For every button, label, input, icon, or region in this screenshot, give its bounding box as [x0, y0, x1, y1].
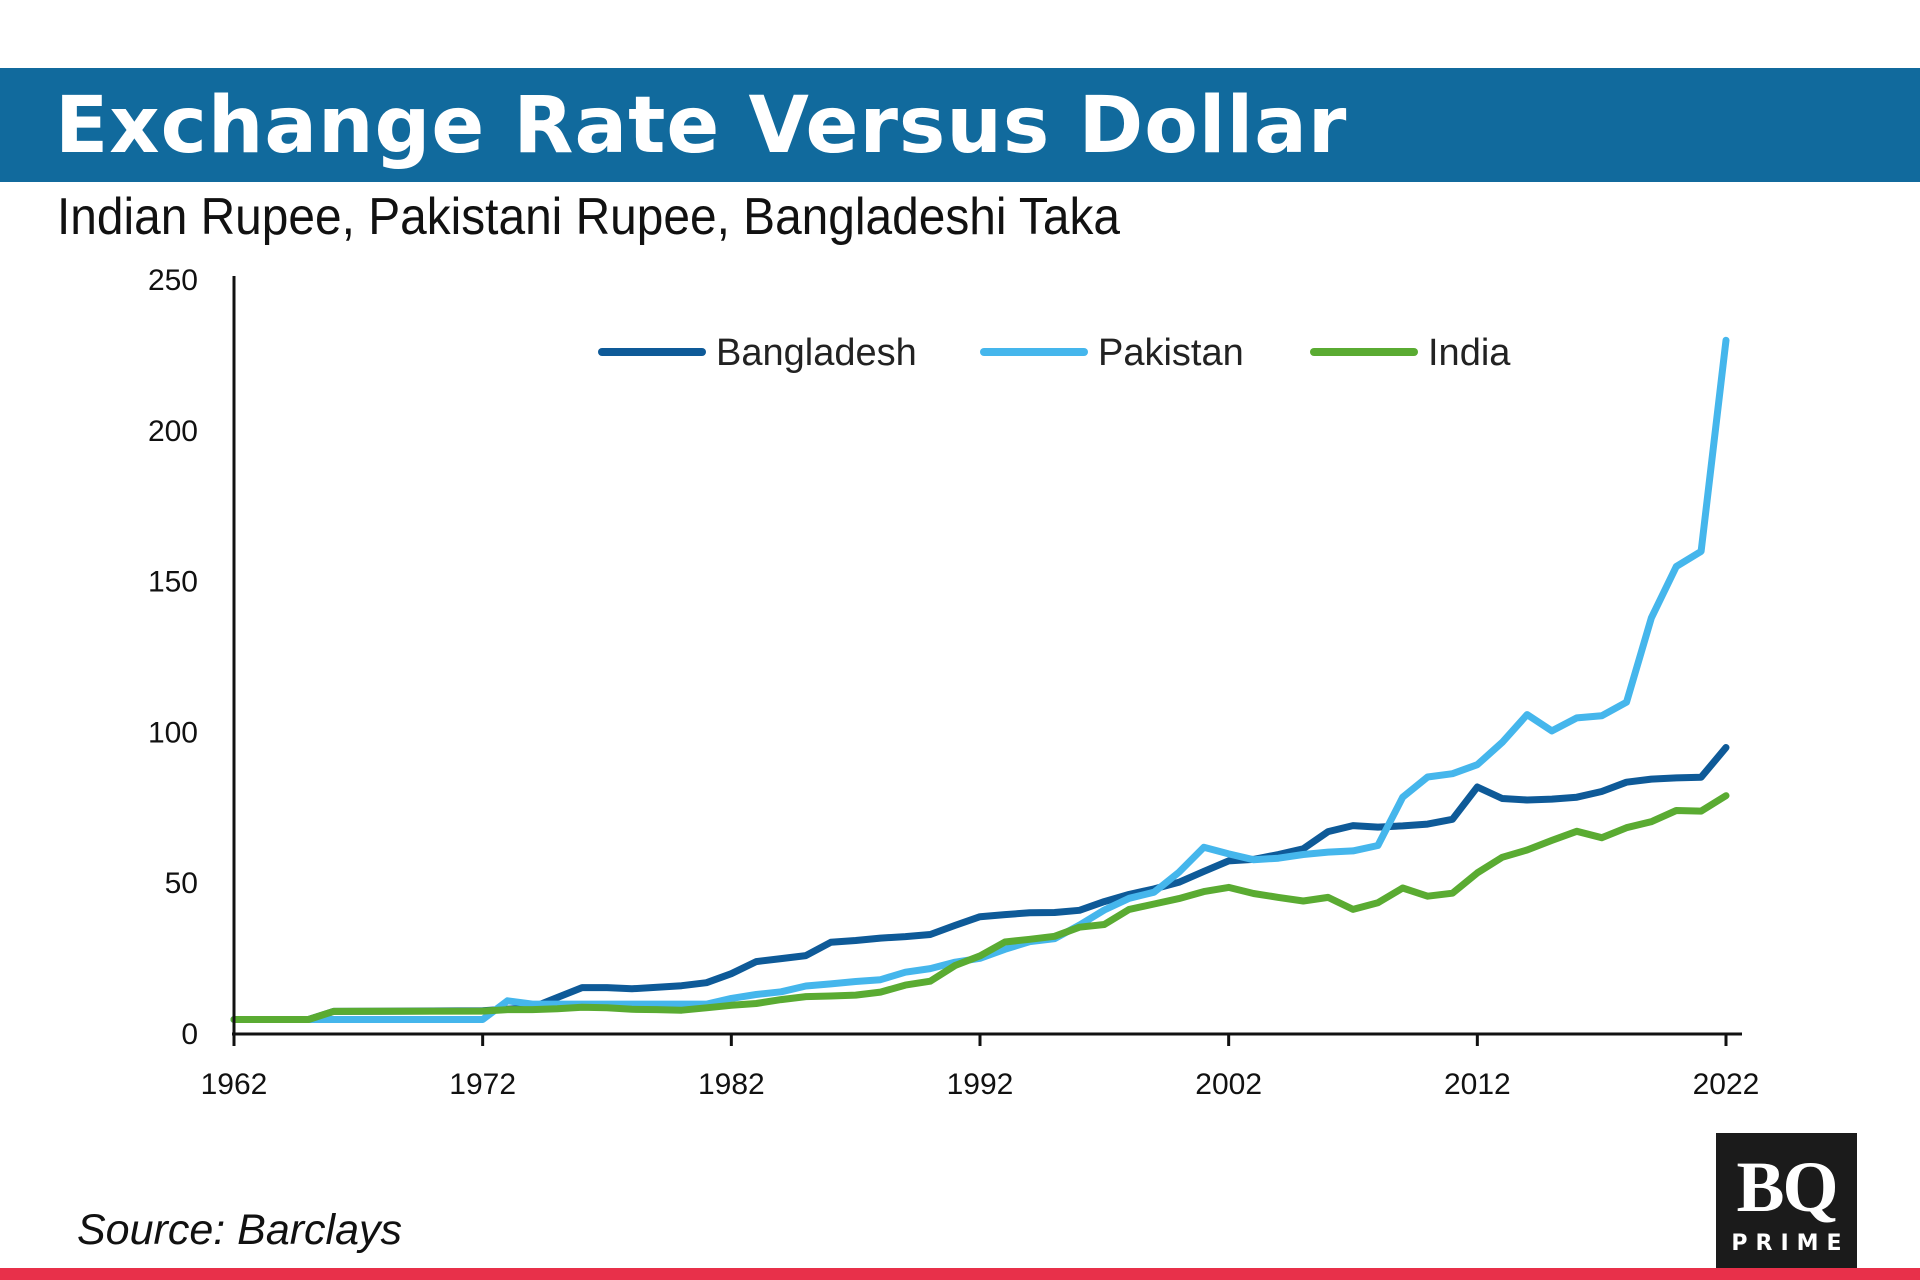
series-line-pakistan	[230, 336, 1730, 1023]
legend-label-india: India	[1428, 332, 1511, 374]
series-line-bangladesh	[230, 744, 1730, 1023]
source-note: Source: Barclays	[77, 1206, 403, 1254]
x-tick-label: 2002	[1195, 1068, 1262, 1101]
legend: Bangladesh Pakistan India	[598, 332, 1511, 374]
logo-subtext: PRIME	[1731, 1231, 1850, 1256]
legend-label-bangladesh: Bangladesh	[716, 332, 917, 374]
x-tick-label: 1992	[947, 1068, 1014, 1101]
bq-prime-logo: BQ PRIME	[1716, 1133, 1857, 1280]
title-band: Exchange Rate Versus Dollar	[0, 68, 1920, 182]
x-axis-ticks: 1962 1972 1982 1992 2002 2012 2022	[201, 1034, 1760, 1101]
chart-subtitle: Indian Rupee, Pakistani Rupee, Banglades…	[57, 188, 1120, 246]
x-tick-label: 1972	[449, 1068, 516, 1101]
x-tick-label: 1982	[698, 1068, 765, 1101]
x-tick-label: 2022	[1693, 1068, 1760, 1101]
bottom-accent-bar	[0, 1268, 1920, 1280]
x-tick-label: 2012	[1444, 1068, 1511, 1101]
y-tick-label: 250	[148, 264, 198, 297]
y-tick-label: 100	[148, 716, 198, 749]
y-tick-label: 150	[148, 566, 198, 599]
y-axis-ticks: 0 50 100 150 200 250	[148, 264, 198, 1051]
line-chart: 0 50 100 150 200 250 1962 1972 1982 1992 2002 2012…	[148, 264, 1760, 1101]
legend-label-pakistan: Pakistan	[1098, 332, 1244, 374]
logo-text: BQ	[1736, 1147, 1838, 1227]
y-tick-label: 0	[181, 1018, 198, 1051]
y-tick-label: 50	[165, 867, 198, 900]
chart-title: Exchange Rate Versus Dollar	[55, 81, 1348, 171]
y-tick-label: 200	[148, 415, 198, 448]
series-line-india	[230, 792, 1730, 1023]
x-tick-label: 1962	[201, 1068, 268, 1101]
series-lines	[230, 336, 1730, 1023]
